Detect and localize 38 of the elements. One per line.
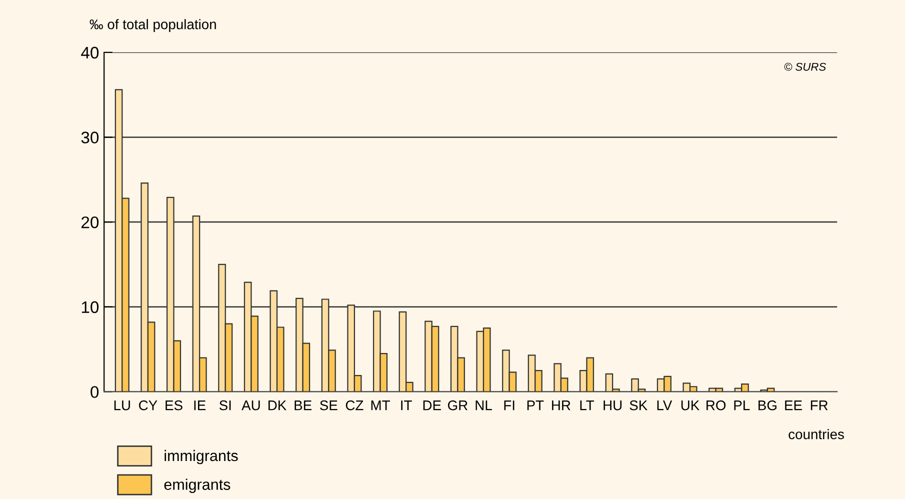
x-tick-label: BE bbox=[294, 400, 312, 410]
x-tick-label: EE bbox=[785, 400, 802, 410]
y-tick-label: 10 bbox=[82, 301, 99, 314]
x-tick-label: IE bbox=[194, 400, 206, 410]
annotation: © SURS bbox=[784, 62, 826, 71]
legend-label: immigrants bbox=[164, 450, 238, 464]
y-tick-label: 0 bbox=[90, 386, 99, 398]
x-tick-label: ES bbox=[166, 400, 182, 410]
x-tick-label: UK bbox=[681, 400, 700, 410]
x-tick-label: FR bbox=[810, 400, 828, 410]
x-tick-label: FI bbox=[504, 400, 514, 410]
x-tick-label: IT bbox=[401, 400, 412, 410]
x-tick-label: GR bbox=[448, 400, 468, 410]
x-tick-label: MT bbox=[371, 400, 390, 410]
x-tick-label: RO bbox=[706, 400, 726, 410]
x-tick-label: PT bbox=[527, 400, 544, 410]
x-tick-label: CY bbox=[139, 400, 158, 410]
y-tick-label: 30 bbox=[81, 132, 99, 144]
y-tick-label: 20 bbox=[82, 216, 99, 228]
x-tick-label: DE bbox=[423, 400, 441, 410]
x-axis-title: countries bbox=[788, 429, 844, 440]
x-tick-label: PL bbox=[734, 400, 750, 410]
y-tick-label: 40 bbox=[81, 46, 99, 59]
x-tick-label: HU bbox=[604, 400, 622, 410]
x-tick-label: LU bbox=[114, 400, 130, 410]
x-tick-label: CZ bbox=[346, 400, 364, 410]
x-tick-label: SI bbox=[219, 400, 231, 410]
x-tick-label: LT bbox=[580, 400, 594, 410]
x-tick-label: HR bbox=[552, 400, 570, 410]
x-tick-label: SE bbox=[320, 400, 338, 410]
x-tick-label: DK bbox=[268, 400, 287, 410]
legend-label: emigrants bbox=[164, 478, 230, 493]
y-axis-title: ‰ of total population bbox=[90, 19, 216, 32]
x-tick-label: AU bbox=[242, 400, 260, 410]
x-tick-label: LV bbox=[657, 400, 672, 410]
x-tick-label: SK bbox=[630, 400, 648, 410]
x-tick-label: NL bbox=[476, 400, 492, 410]
x-tick-label: BG bbox=[758, 400, 776, 410]
